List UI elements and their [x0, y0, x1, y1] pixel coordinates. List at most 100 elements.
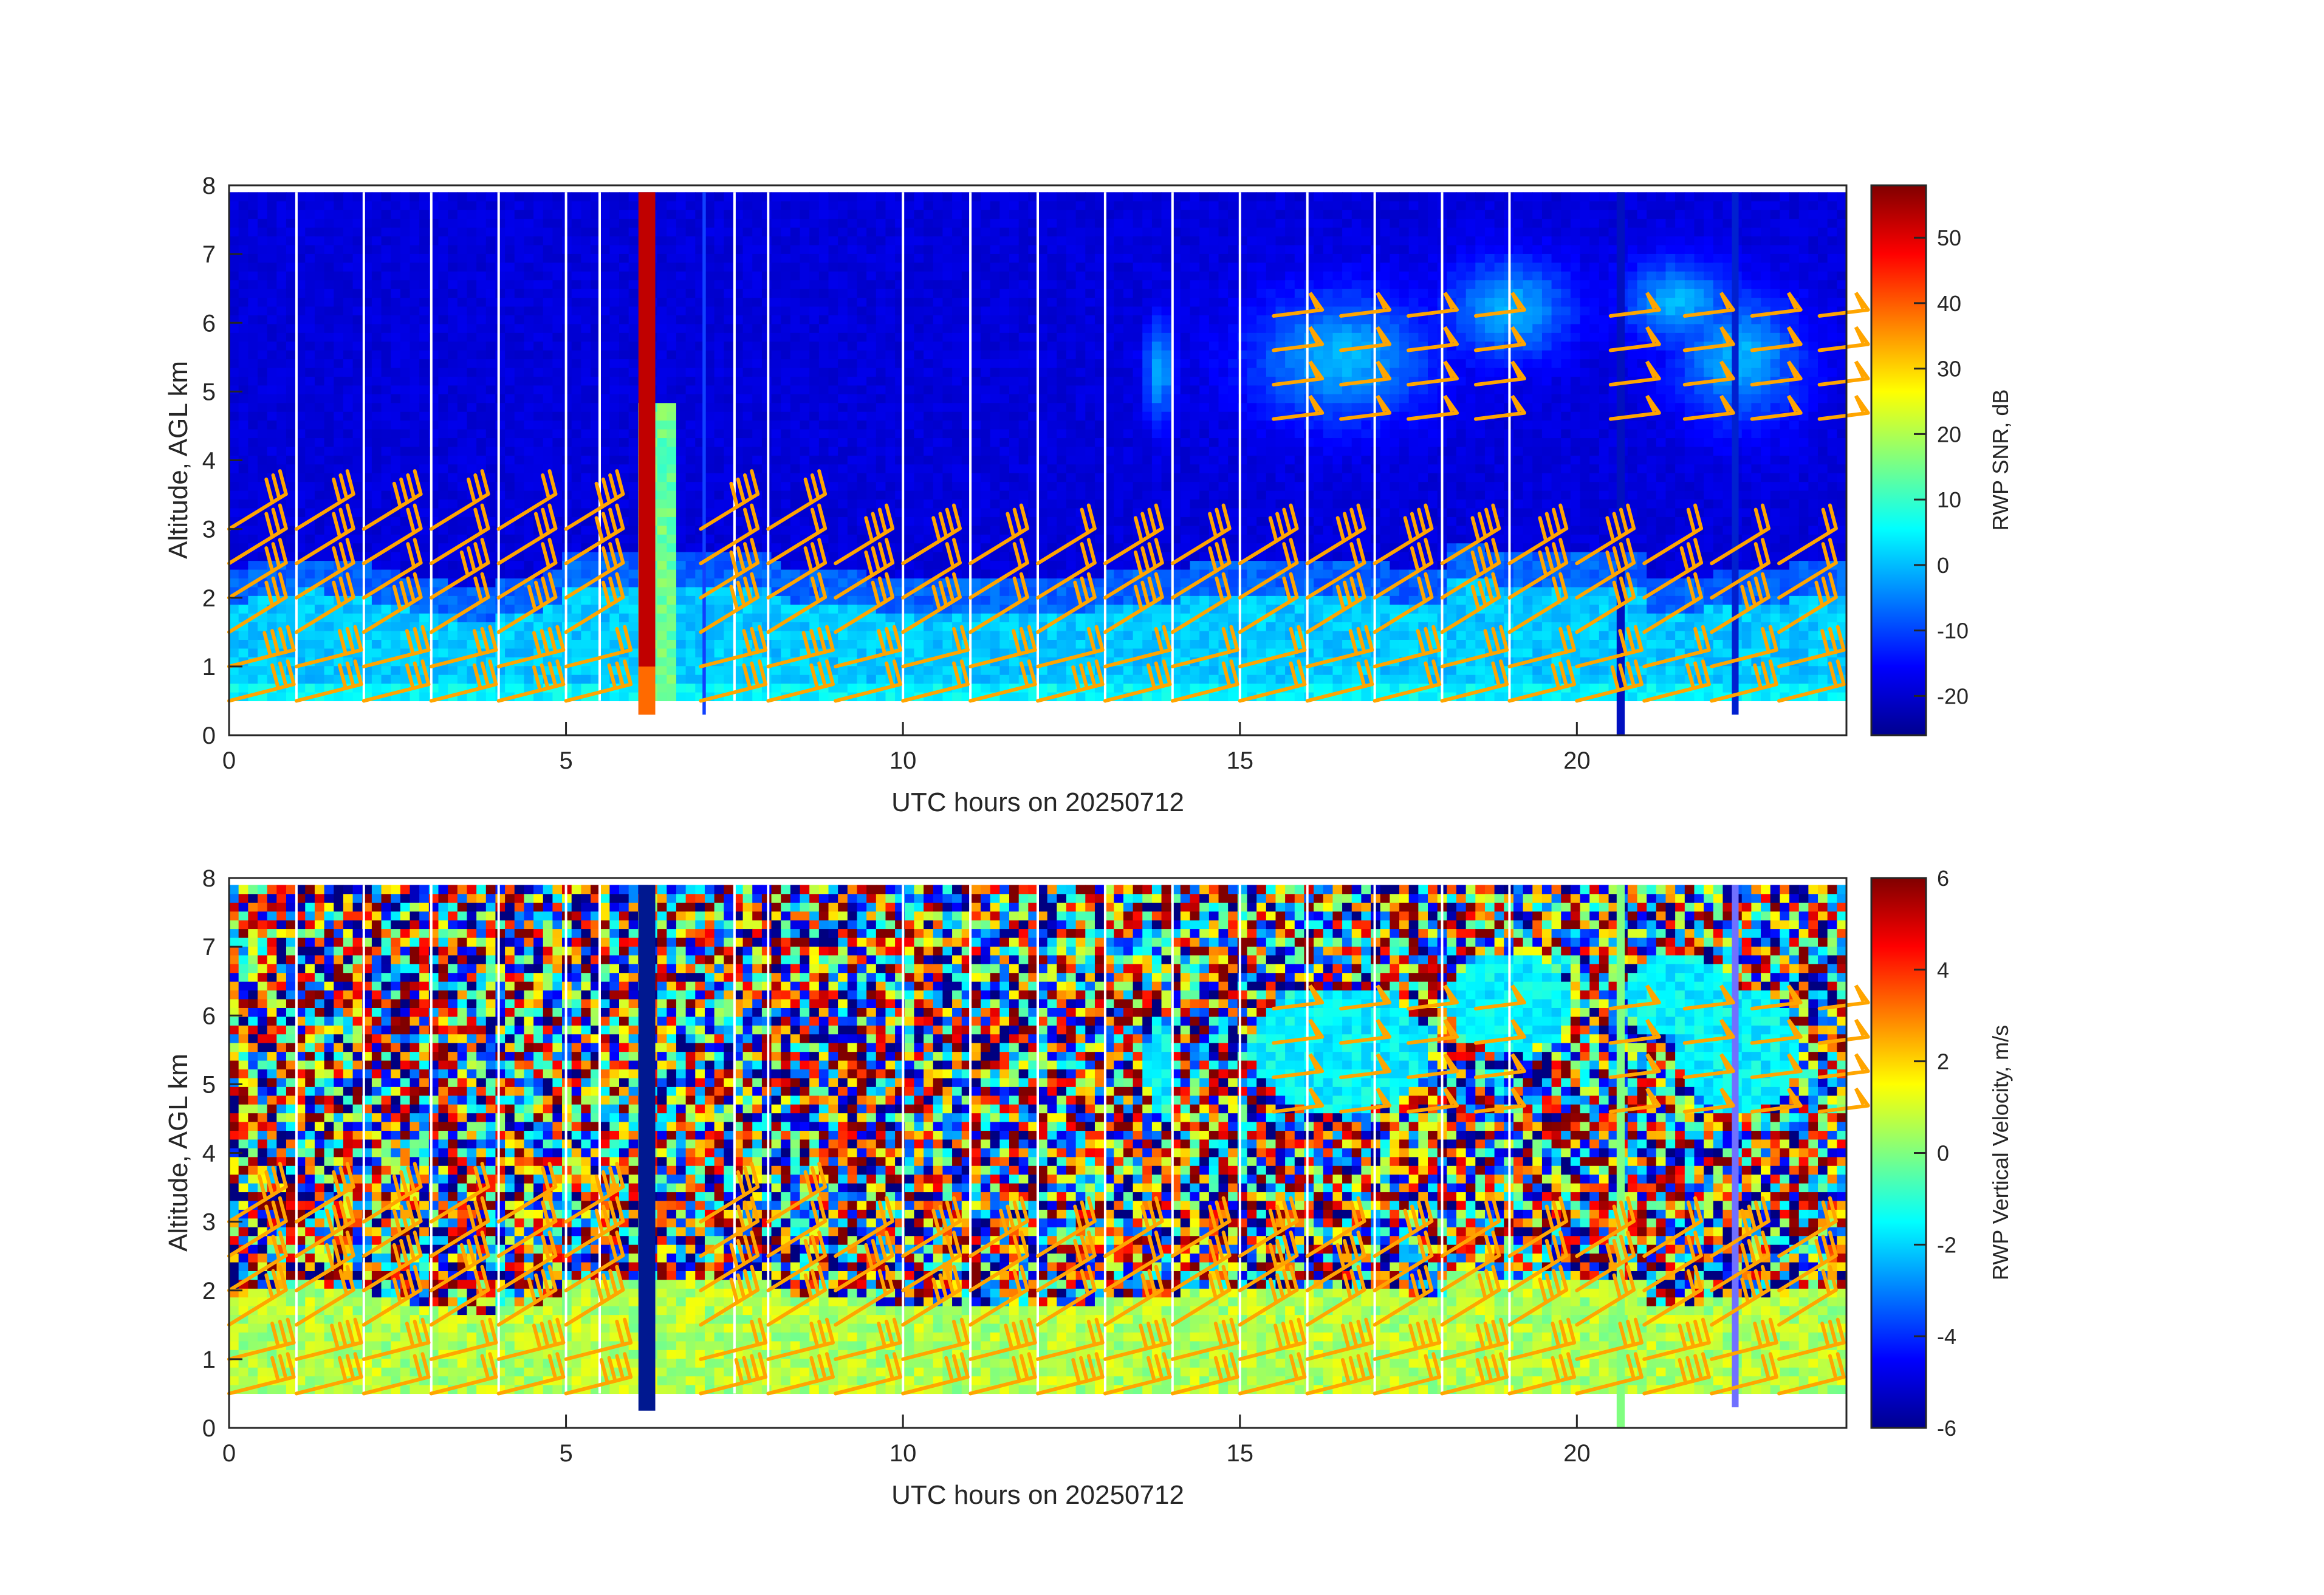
heatmap-cell [486, 420, 496, 430]
heatmap-cell [581, 639, 591, 648]
heatmap-cell [600, 332, 610, 341]
heatmap-cell [476, 271, 486, 280]
heatmap-cell [743, 341, 753, 351]
heatmap-cell [705, 648, 715, 657]
heatmap-cell [438, 289, 448, 298]
heatmap-cell [239, 262, 249, 272]
heatmap-cell [581, 595, 591, 605]
heatmap-cell [1009, 227, 1019, 236]
heatmap-cell [790, 201, 800, 210]
heatmap-cell [353, 455, 363, 464]
heatmap-cell [258, 561, 267, 570]
heatmap-cell [676, 639, 686, 648]
heatmap-cell [686, 368, 696, 377]
heatmap-cell [533, 210, 543, 219]
heatmap-cell [486, 692, 496, 701]
heatmap-cell [999, 639, 1009, 648]
heatmap-cell [676, 403, 686, 412]
heatmap-cell [372, 350, 382, 359]
heatmap-cell [819, 420, 829, 430]
heatmap-cell [239, 394, 249, 403]
heatmap-cell [458, 262, 467, 272]
heatmap-cell [790, 447, 800, 456]
heatmap-cell [629, 429, 639, 438]
heatmap-cell [790, 516, 800, 526]
heatmap-cell [752, 385, 762, 394]
heatmap-cell [1038, 482, 1047, 491]
heatmap-cell [686, 490, 696, 499]
heatmap-cell [952, 420, 962, 430]
heatmap-cell [334, 447, 343, 456]
heatmap-cell [800, 464, 810, 473]
heatmap-cell [686, 455, 696, 464]
heatmap-cell [572, 227, 581, 236]
heatmap-cell [724, 622, 733, 631]
heatmap-cell [705, 613, 715, 622]
heatmap-cell [239, 324, 249, 333]
heatmap-cell [315, 236, 324, 245]
heatmap-cell [400, 455, 410, 464]
heatmap-cell [999, 253, 1009, 262]
heatmap-cell [686, 210, 696, 219]
heatmap-cell [1038, 289, 1047, 298]
heatmap-cell [419, 455, 429, 464]
heatmap-cell [267, 324, 277, 333]
heatmap-cell [809, 394, 819, 403]
heatmap-cell [572, 595, 581, 605]
heatmap-cell [905, 332, 914, 341]
heatmap-cell [829, 271, 838, 280]
heatmap-cell [324, 666, 334, 675]
heatmap-cell [505, 385, 515, 394]
heatmap-cell [324, 482, 334, 491]
heatmap-cell [505, 437, 515, 447]
heatmap-cell [715, 306, 724, 315]
heatmap-cell [229, 543, 239, 552]
heatmap-cell [486, 534, 496, 543]
heatmap-cell [800, 298, 810, 307]
heatmap-cell [829, 394, 838, 403]
heatmap-cell [448, 447, 458, 456]
heatmap-cell [667, 350, 676, 359]
heatmap-cell [248, 332, 258, 341]
heatmap-cell [724, 341, 733, 351]
heatmap-cell [1038, 192, 1047, 201]
heatmap-cell [343, 341, 353, 351]
heatmap-cell [990, 219, 1000, 228]
heatmap-cell [667, 420, 676, 430]
heatmap-cell [391, 289, 400, 298]
heatmap-cell [372, 359, 382, 368]
heatmap-cell [999, 236, 1009, 245]
heatmap-cell [372, 455, 382, 464]
heatmap-cell [353, 569, 363, 578]
heatmap-cell [248, 429, 258, 438]
heatmap-cell [724, 376, 733, 385]
heatmap-cell [762, 578, 772, 587]
heatmap-cell [705, 499, 715, 508]
heatmap-cell [819, 201, 829, 210]
heatmap-cell [762, 350, 772, 359]
heatmap-cell [790, 324, 800, 333]
heatmap-cell [667, 561, 676, 570]
heatmap-cell [552, 499, 562, 508]
heatmap-cell [819, 236, 829, 245]
heatmap-cell [382, 490, 391, 499]
heatmap-cell [848, 298, 857, 307]
heatmap-cell [552, 420, 562, 430]
heatmap-cell [305, 368, 315, 377]
heatmap-cell [933, 490, 943, 499]
heatmap-cell [705, 543, 715, 552]
heatmap-cell [829, 368, 838, 377]
heatmap-cell [781, 437, 790, 447]
heatmap-cell [324, 359, 334, 368]
heatmap-cell [315, 639, 324, 648]
heatmap-cell [971, 359, 981, 368]
heatmap-cell [505, 473, 515, 482]
heatmap-cell [315, 526, 324, 535]
heatmap-cell [400, 341, 410, 351]
heatmap-cell [857, 359, 866, 368]
heatmap-cell [629, 578, 639, 587]
heatmap-cell [781, 648, 790, 657]
heatmap-cell [372, 201, 382, 210]
heatmap-cell [524, 516, 533, 526]
heatmap-cell [686, 289, 696, 298]
